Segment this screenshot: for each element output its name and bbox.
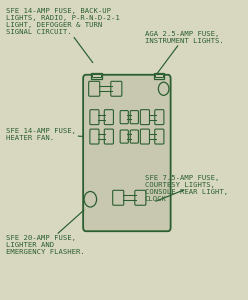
FancyBboxPatch shape xyxy=(130,111,138,124)
FancyBboxPatch shape xyxy=(104,129,113,144)
Bar xyxy=(91,73,102,79)
FancyBboxPatch shape xyxy=(130,130,138,143)
Bar xyxy=(155,74,163,77)
Circle shape xyxy=(158,82,169,95)
FancyBboxPatch shape xyxy=(104,110,113,124)
FancyBboxPatch shape xyxy=(89,81,100,96)
FancyBboxPatch shape xyxy=(83,75,171,231)
FancyBboxPatch shape xyxy=(113,190,124,205)
Text: SFE 20-AMP FUSE,
LIGHTER AND
EMERGENCY FLASHER.: SFE 20-AMP FUSE, LIGHTER AND EMERGENCY F… xyxy=(5,210,84,255)
Bar xyxy=(154,73,164,79)
Text: AGA 2.5-AMP FUSE,
INSTRUMENT LIGHTS.: AGA 2.5-AMP FUSE, INSTRUMENT LIGHTS. xyxy=(145,31,224,73)
FancyBboxPatch shape xyxy=(140,129,150,144)
FancyBboxPatch shape xyxy=(135,190,146,205)
Circle shape xyxy=(84,191,97,207)
FancyBboxPatch shape xyxy=(155,110,164,124)
Text: SFE 14-AMP FUSE, BACK-UP
LIGHTS, RADIO, P-R-N-D-2-1
LIGHT, DEFOGGER & TURN
SIGNA: SFE 14-AMP FUSE, BACK-UP LIGHTS, RADIO, … xyxy=(5,8,119,63)
FancyBboxPatch shape xyxy=(140,110,150,124)
Text: SFE 14-AMP FUSE,
HEATER FAN.: SFE 14-AMP FUSE, HEATER FAN. xyxy=(5,128,83,141)
FancyBboxPatch shape xyxy=(111,81,122,96)
Bar xyxy=(92,74,101,77)
Text: SFE 7.5-AMP FUSE,
COURTESY LIGHTS,
CONSOLE REAR LIGHT,
CLOCK: SFE 7.5-AMP FUSE, COURTESY LIGHTS, CONSO… xyxy=(145,176,228,203)
FancyBboxPatch shape xyxy=(90,129,99,144)
FancyBboxPatch shape xyxy=(120,111,128,124)
FancyBboxPatch shape xyxy=(90,110,99,124)
FancyBboxPatch shape xyxy=(155,129,164,144)
FancyBboxPatch shape xyxy=(120,130,128,143)
